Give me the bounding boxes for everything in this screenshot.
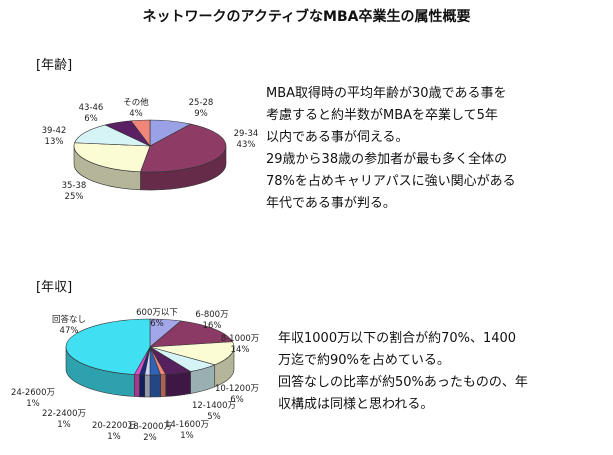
income-description-line: 万迄で約90%を占めている。 [278,353,450,368]
income-description-line: 収構成は同様と思われる。 [278,397,434,412]
income-slice-label: 18-2000万 [128,422,172,432]
income-slice-label: 10-1200万 [215,384,259,394]
age-description-line: 29歳から38歳の参加者が最も多く全体の [266,152,508,167]
income-slice-percent: 1% [180,431,194,441]
income-slice-side [133,374,140,398]
income-slice-label: 600万以下 [136,308,178,318]
income-slice-label: 24-2600万 [11,388,55,398]
age-description-line: 78%を占めキャリアパスに強い関心がある [266,174,516,189]
income-slice-percent: 6% [230,395,244,405]
income-slice-percent: 1% [57,420,71,430]
income-slice-label: 12-1400万 [192,401,236,411]
income-slice-percent: 2% [143,433,157,443]
age-slice [130,119,151,147]
age-slice-label: その他 [123,97,149,108]
income-slice [149,341,235,366]
income-section-label: [年収] [36,280,73,295]
age-description-line: 以内である事が伺える。 [266,130,409,145]
age-slice [73,142,151,173]
income-pie-chart: 600万以下6%6-800万16%8-1000万14%10-1200万6%12-… [11,308,259,443]
age-slice-percent: 13% [45,137,64,147]
income-slice-label: 回答なし [52,314,86,325]
income-slice-percent: 1% [107,432,121,442]
income-slice-label: 20-2200万 [92,421,136,431]
page-title: ネットワークのアクティブなMBA卒業生の属性概要 [142,9,471,25]
age-section-label: [年齢] [36,58,73,73]
income-slice-label: 14-1600万 [165,420,209,430]
age-slice-percent: 9% [194,109,208,119]
income-slice-percent: 14% [231,345,250,355]
income-slice-percent: 6% [150,319,164,329]
income-slice-percent: 5% [207,412,221,422]
income-description-line: 回答なしの比率が約50%あったものの、年 [278,375,528,390]
age-slice-label: 29-34 [234,129,259,139]
age-description: MBA取得時の平均年齢が30歳である事を 考慮すると約半数がMBAを卒業して5年… [266,83,516,215]
income-slice-percent: 1% [26,399,40,409]
age-description-line: 年代である事が判る。 [266,196,396,211]
age-slice-percent: 4% [129,109,143,119]
income-slice-percent: 47% [60,326,79,336]
income-slice-label: 6-800万 [195,310,228,320]
age-slice-percent: 43% [237,140,256,150]
income-slice-percent: 16% [203,321,222,331]
age-slice-label: 43-46 [79,103,104,113]
age-slice-label: 39-42 [42,126,67,136]
age-description-line: 考慮すると約半数がMBAを卒業して5年 [266,108,498,123]
age-slice-label: 25-28 [189,98,214,108]
age-slice-percent: 25% [65,192,84,202]
income-slice-side [165,371,191,397]
age-slice [140,123,227,173]
income-slice-side [144,374,151,398]
income-description-line: 年収1000万以下の割合が約70%、1400 [278,331,517,346]
age-slice-percent: 6% [84,114,98,124]
income-slice-label: 8-1000万 [221,334,260,344]
age-description-line: MBA取得時の平均年齢が30歳である事を [266,86,507,101]
income-description: 年収1000万以下の割合が約70%、1400 万迄で約90%を占めている。 回答… [278,328,528,416]
income-slice-side [149,374,161,398]
income-slice-label: 22-2400万 [42,409,86,419]
age-slice [74,124,151,147]
income-slice-side [160,374,167,398]
income-slice [149,320,234,348]
age-slice-label: 35-38 [62,181,87,191]
income-slice [65,318,151,375]
income-slice-side [139,374,146,398]
